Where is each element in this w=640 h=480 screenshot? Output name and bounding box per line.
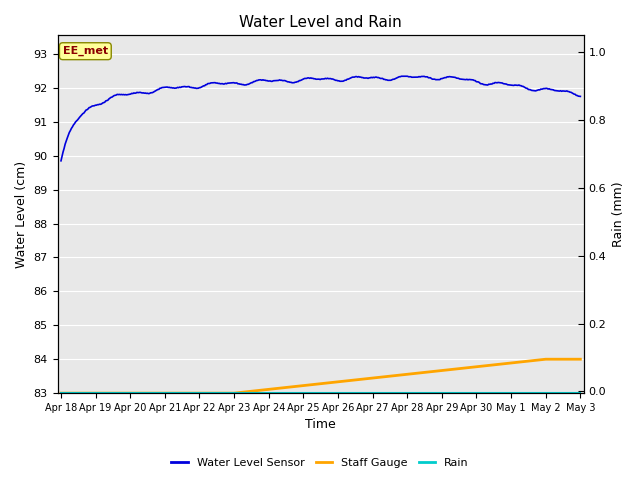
X-axis label: Time: Time <box>305 419 336 432</box>
Legend: Water Level Sensor, Staff Gauge, Rain: Water Level Sensor, Staff Gauge, Rain <box>166 453 474 472</box>
Y-axis label: Rain (mm): Rain (mm) <box>612 181 625 247</box>
Y-axis label: Water Level (cm): Water Level (cm) <box>15 161 28 268</box>
Title: Water Level and Rain: Water Level and Rain <box>239 15 402 30</box>
Text: EE_met: EE_met <box>63 46 108 56</box>
